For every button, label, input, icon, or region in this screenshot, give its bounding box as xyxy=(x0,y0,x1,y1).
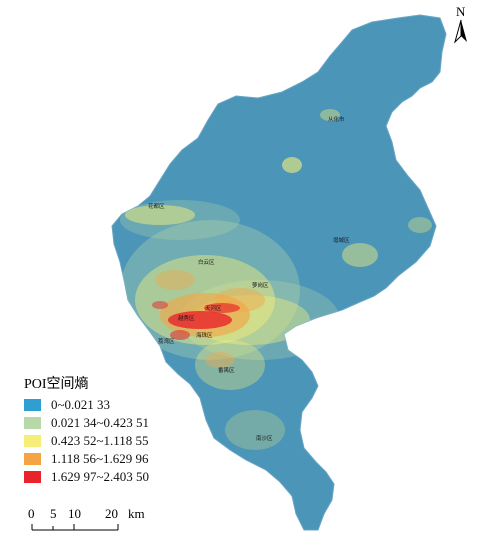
legend: POI空间熵 0~0.021 33 0.021 34~0.423 51 0.42… xyxy=(24,376,244,486)
district-label: 萝岗区 xyxy=(252,281,269,289)
legend-label: 0.021 34~0.423 51 xyxy=(51,415,150,430)
legend-swatch xyxy=(24,453,41,465)
scale-bar: 0 5 10 20 km xyxy=(22,506,202,540)
north-arrow: N xyxy=(448,4,474,44)
legend-item: 1.118 56~1.629 96 xyxy=(24,450,244,468)
legend-label: 0.423 52~1.118 55 xyxy=(51,433,149,448)
legend-swatch xyxy=(24,435,41,447)
legend-label: 0~0.021 33 xyxy=(51,397,111,412)
district-label: 海珠区 xyxy=(196,331,213,339)
legend-item: 1.629 97~2.403 50 xyxy=(24,468,244,486)
north-arrow-icon xyxy=(454,19,467,44)
north-letter: N xyxy=(456,4,466,19)
district-label: 荔湾区 xyxy=(158,337,175,345)
district-label: 从化市 xyxy=(328,115,345,123)
district-label: 增城区 xyxy=(333,236,350,244)
legend-item: 0.423 52~1.118 55 xyxy=(24,432,244,450)
legend-item: 0.021 34~0.423 51 xyxy=(24,414,244,432)
scale-tick-label: 20 xyxy=(105,506,118,521)
legend-label: 1.629 97~2.403 50 xyxy=(51,469,150,484)
district-label: 天河区 xyxy=(205,304,222,312)
district-label: 越秀区 xyxy=(178,314,195,322)
legend-title: POI空间熵 xyxy=(24,377,89,392)
legend-swatch xyxy=(24,471,41,483)
legend-swatch xyxy=(24,399,41,411)
legend-item: 0~0.021 33 xyxy=(24,396,244,414)
scale-tick-label: 0 xyxy=(28,506,35,521)
scale-tick-label: 10 xyxy=(68,506,81,521)
scale-tick-label: 5 xyxy=(50,506,57,521)
entropy-layer xyxy=(120,109,432,450)
legend-swatch xyxy=(24,417,41,429)
district-label: 南沙区 xyxy=(256,434,273,442)
scale-unit: km xyxy=(128,506,145,521)
legend-label: 1.118 56~1.629 96 xyxy=(51,451,149,466)
district-label: 番禺区 xyxy=(218,367,235,374)
district-label: 花都区 xyxy=(148,202,165,210)
scale-bar-line xyxy=(31,524,119,531)
district-label: 白云区 xyxy=(198,258,215,266)
